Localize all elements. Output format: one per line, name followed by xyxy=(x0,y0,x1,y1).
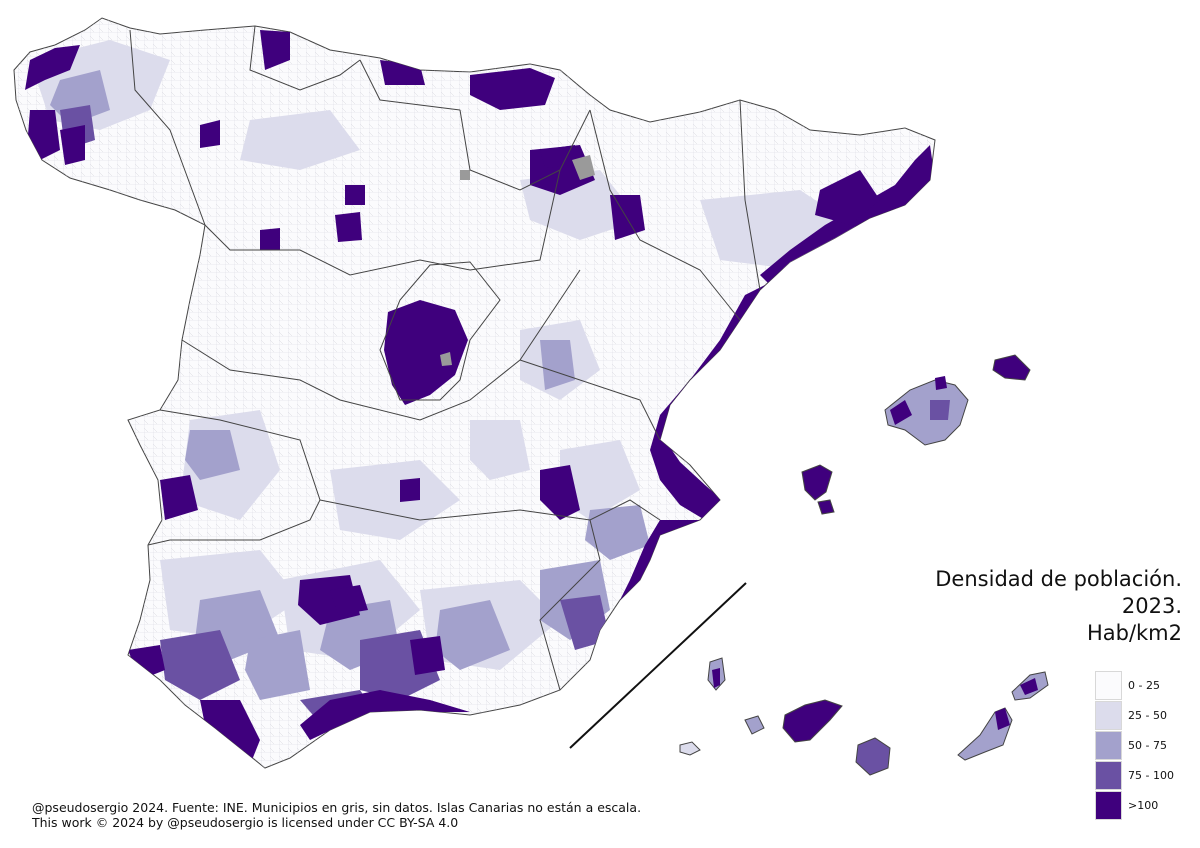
map-title: Densidad de población. 2023. Hab/km2 xyxy=(935,566,1182,647)
canary-islands xyxy=(679,657,1049,776)
legend-item: 75 - 100 xyxy=(1095,761,1195,791)
legend-swatch xyxy=(1095,791,1122,820)
legend-swatch xyxy=(1095,731,1122,760)
title-line-1: Densidad de población. xyxy=(935,567,1182,591)
density-fills xyxy=(25,30,935,765)
title-line-2: 2023. xyxy=(1121,594,1182,618)
license-note: This work © 2024 by @pseudosergio is lic… xyxy=(32,815,459,830)
legend-item: 25 - 50 xyxy=(1095,701,1195,731)
canary-separator-line xyxy=(569,582,747,749)
legend-item: 50 - 75 xyxy=(1095,731,1195,761)
regional-borders xyxy=(129,25,761,691)
legend-label: >100 xyxy=(1128,799,1159,812)
legend-label: 0 - 25 xyxy=(1128,679,1160,692)
legend-item: >100 xyxy=(1095,791,1195,821)
legend-item: 0 - 25 xyxy=(1095,671,1195,701)
legend-swatch xyxy=(1095,701,1122,730)
legend-label: 50 - 75 xyxy=(1128,739,1167,752)
source-credits: @pseudosergio 2024. Fuente: INE. Municip… xyxy=(32,800,641,830)
balearic-islands xyxy=(801,354,1031,515)
legend-label: 25 - 50 xyxy=(1128,709,1167,722)
source-note: @pseudosergio 2024. Fuente: INE. Municip… xyxy=(32,800,642,815)
density-legend: 0 - 25 25 - 50 50 - 75 75 - 100 >100 xyxy=(1095,671,1195,821)
legend-label: 75 - 100 xyxy=(1128,769,1174,782)
legend-swatch xyxy=(1095,761,1122,790)
legend-swatch xyxy=(1095,671,1122,700)
title-line-3: Hab/km2 xyxy=(1086,621,1182,645)
